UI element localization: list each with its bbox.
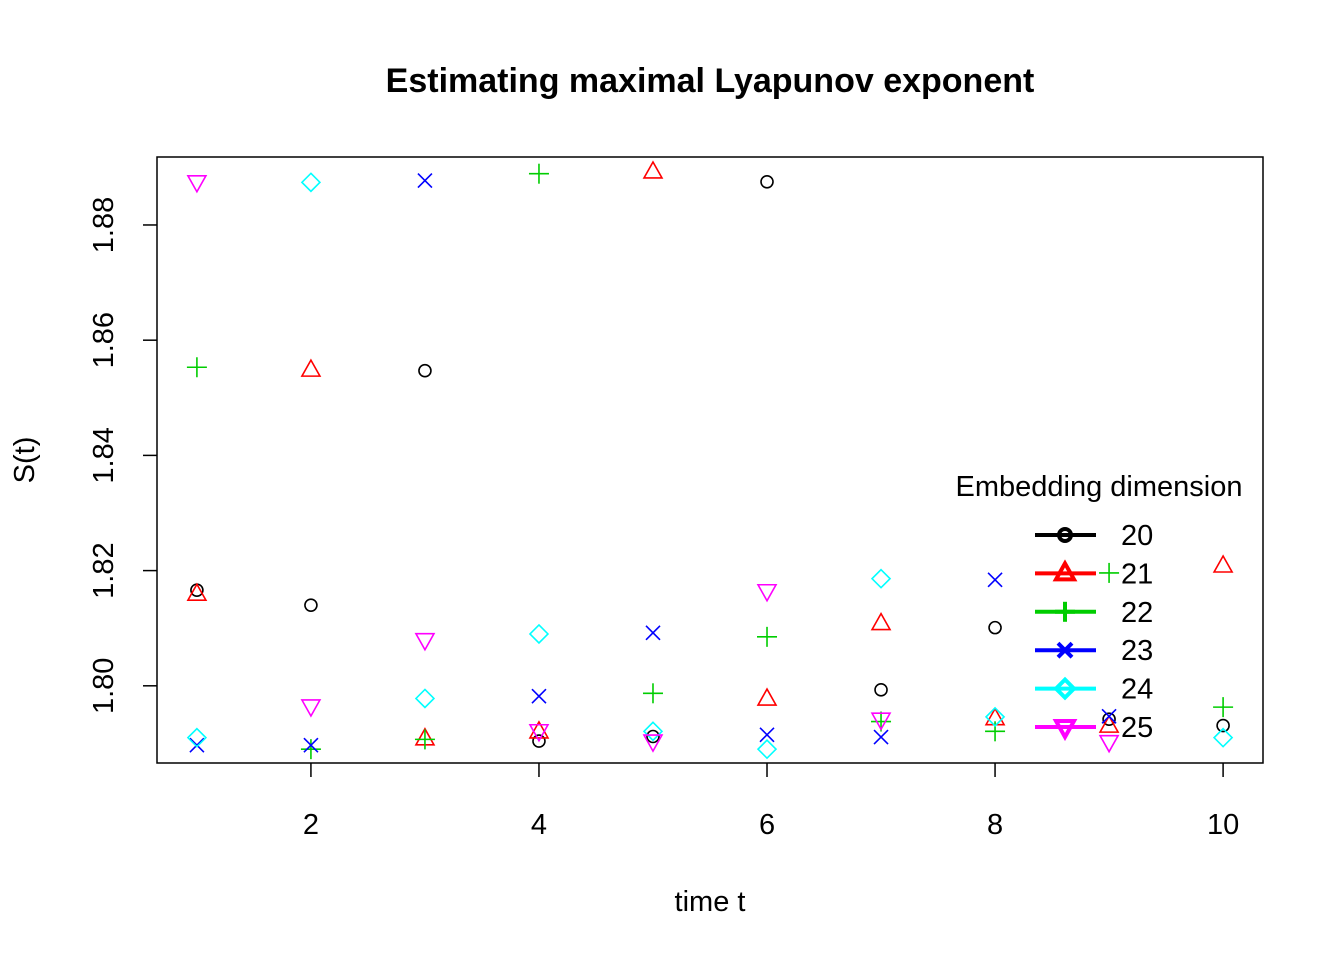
x-tick-label: 4 xyxy=(531,809,547,841)
point-series-25 xyxy=(642,734,664,753)
point-series-23 xyxy=(303,737,319,753)
legend-label: 23 xyxy=(1121,635,1153,667)
legend-title: Embedding dimension xyxy=(956,471,1243,503)
legend-marker xyxy=(1055,601,1075,622)
y-tick-label: 1.88 xyxy=(88,197,120,253)
y-tick-label: 1.82 xyxy=(88,542,120,598)
point-series-24 xyxy=(756,739,778,760)
legend-label: 22 xyxy=(1121,597,1153,629)
y-tick-label: 1.84 xyxy=(88,427,120,483)
point-series-24 xyxy=(300,172,322,193)
point-series-21 xyxy=(1212,554,1234,573)
point-series-20 xyxy=(988,620,1002,635)
chart-title: Estimating maximal Lyapunov exponent xyxy=(386,62,1035,100)
y-tick-label: 1.80 xyxy=(88,658,120,714)
point-series-25 xyxy=(1098,734,1120,754)
legend-item-24: 24 xyxy=(1035,674,1153,706)
point-series-23 xyxy=(987,572,1003,588)
point-series-25 xyxy=(756,583,778,603)
point-series-20 xyxy=(874,683,888,697)
point-series-22 xyxy=(414,729,435,750)
point-series-23 xyxy=(189,737,205,753)
point-series-21 xyxy=(300,358,322,377)
point-series-21 xyxy=(1098,714,1120,733)
point-series-22 xyxy=(757,626,778,647)
legend-item-21: 21 xyxy=(1035,558,1153,590)
x-axis: 2 4 6 8 10 xyxy=(303,763,1239,841)
point-series-20 xyxy=(646,729,660,744)
legend-marker xyxy=(1053,676,1077,701)
point-series-20 xyxy=(304,598,318,612)
point-series-21 xyxy=(186,582,208,602)
legend-marker xyxy=(1052,719,1078,742)
point-series-22 xyxy=(1099,562,1120,583)
plot-frame xyxy=(156,156,1264,764)
point-series-24 xyxy=(1212,727,1234,748)
point-series-25 xyxy=(870,712,892,731)
x-axis-label: time t xyxy=(675,886,746,918)
y-axis-label: S(t) xyxy=(9,437,41,484)
point-series-21 xyxy=(642,160,664,179)
point-series-23 xyxy=(417,173,433,189)
point-series-24 xyxy=(642,721,664,742)
point-series-21 xyxy=(528,720,550,739)
point-series-22 xyxy=(642,683,663,704)
point-series-25 xyxy=(528,723,550,743)
legend-item-20: 20 xyxy=(1035,520,1153,552)
legend-label: 25 xyxy=(1121,712,1153,744)
point-series-25 xyxy=(300,699,322,718)
point-series-22 xyxy=(186,357,207,378)
point-series-22 xyxy=(300,739,321,760)
legend-marker xyxy=(1052,559,1078,582)
point-series-22 xyxy=(1213,697,1234,718)
legend-marker xyxy=(1056,641,1074,659)
point-series-23 xyxy=(645,625,661,641)
point-series-23 xyxy=(1101,708,1117,724)
legend-item-25: 25 xyxy=(1035,712,1153,744)
point-series-23 xyxy=(873,729,889,745)
point-series-23 xyxy=(531,688,547,704)
legend-item-23: 23 xyxy=(1035,635,1153,667)
legend-label: 20 xyxy=(1121,520,1153,552)
point-series-24 xyxy=(528,623,550,645)
y-tick-label: 1.86 xyxy=(88,312,120,368)
legend-label: 24 xyxy=(1121,674,1153,706)
legend-label: 21 xyxy=(1121,558,1153,590)
point-series-20 xyxy=(418,363,432,378)
point-series-21 xyxy=(870,611,892,631)
data-points xyxy=(186,160,1234,760)
x-tick-label: 10 xyxy=(1207,809,1239,841)
point-series-24 xyxy=(186,727,208,748)
x-tick-label: 2 xyxy=(303,809,319,841)
point-series-22 xyxy=(528,163,549,184)
point-series-25 xyxy=(186,174,208,194)
point-series-20 xyxy=(760,174,774,189)
point-series-24 xyxy=(984,706,1006,728)
point-series-20 xyxy=(532,734,546,748)
legend-item-22: 22 xyxy=(1035,597,1153,629)
point-series-25 xyxy=(414,632,436,652)
x-tick-label: 6 xyxy=(759,809,775,841)
x-tick-label: 8 xyxy=(987,809,1003,841)
legend: Embedding dimension 20 21 22 23 24 25 xyxy=(956,471,1243,744)
legend-marker xyxy=(1057,527,1073,543)
point-series-21 xyxy=(756,687,778,706)
point-series-20 xyxy=(1102,712,1116,727)
point-series-23 xyxy=(759,727,775,743)
point-series-24 xyxy=(414,688,436,709)
y-axis: 1.80 1.82 1.84 1.86 1.88 xyxy=(88,197,157,714)
point-series-24 xyxy=(870,568,892,589)
point-series-20 xyxy=(1216,718,1230,733)
point-series-22 xyxy=(985,721,1006,742)
